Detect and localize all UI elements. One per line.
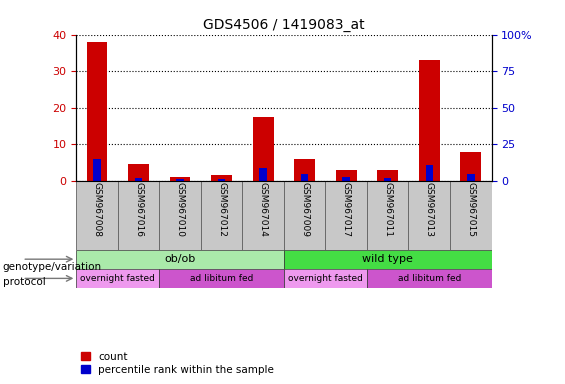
Bar <box>301 174 308 181</box>
Text: GSM967017: GSM967017 <box>342 182 351 237</box>
Bar <box>367 181 408 250</box>
Bar <box>176 179 184 181</box>
Bar <box>242 181 284 250</box>
Bar <box>253 117 273 181</box>
Bar <box>419 60 440 181</box>
Bar <box>425 165 433 181</box>
Bar <box>128 164 149 181</box>
Text: genotype/variation: genotype/variation <box>3 262 102 272</box>
Text: overnight fasted: overnight fasted <box>288 274 363 283</box>
Text: protocol: protocol <box>3 277 46 287</box>
Legend: count, percentile rank within the sample: count, percentile rank within the sample <box>81 352 274 375</box>
Bar <box>218 179 225 181</box>
Bar <box>384 178 392 181</box>
Bar <box>336 170 357 181</box>
Bar <box>211 175 232 181</box>
Text: GSM967008: GSM967008 <box>93 182 102 237</box>
Text: GSM967015: GSM967015 <box>466 182 475 237</box>
Bar <box>86 42 107 181</box>
Bar <box>93 159 101 181</box>
Text: wild type: wild type <box>362 254 413 264</box>
Text: GSM967010: GSM967010 <box>176 182 185 237</box>
Bar <box>159 269 284 288</box>
Bar <box>408 181 450 250</box>
Bar <box>159 181 201 250</box>
Bar <box>460 152 481 181</box>
Bar <box>377 170 398 181</box>
Title: GDS4506 / 1419083_at: GDS4506 / 1419083_at <box>203 18 365 32</box>
Bar <box>170 177 190 181</box>
Text: GSM967013: GSM967013 <box>425 182 434 237</box>
Bar <box>294 159 315 181</box>
Text: ad libitum fed: ad libitum fed <box>398 274 461 283</box>
Bar <box>284 250 492 269</box>
Bar <box>76 181 118 250</box>
Text: GSM967012: GSM967012 <box>217 182 226 237</box>
Bar <box>284 269 367 288</box>
Bar <box>201 181 242 250</box>
Text: GSM967016: GSM967016 <box>134 182 143 237</box>
Text: ad libitum fed: ad libitum fed <box>190 274 253 283</box>
Bar <box>450 181 492 250</box>
Bar <box>76 269 159 288</box>
Text: ob/ob: ob/ob <box>164 254 195 264</box>
Bar <box>259 168 267 181</box>
Bar <box>135 178 142 181</box>
Text: overnight fasted: overnight fasted <box>80 274 155 283</box>
Bar <box>325 181 367 250</box>
Text: GSM967011: GSM967011 <box>383 182 392 237</box>
Bar <box>342 177 350 181</box>
Bar <box>467 174 475 181</box>
Bar <box>367 269 492 288</box>
Bar <box>284 181 325 250</box>
Text: GSM967009: GSM967009 <box>300 182 309 237</box>
Bar <box>118 181 159 250</box>
Bar <box>76 250 284 269</box>
Text: GSM967014: GSM967014 <box>259 182 268 237</box>
